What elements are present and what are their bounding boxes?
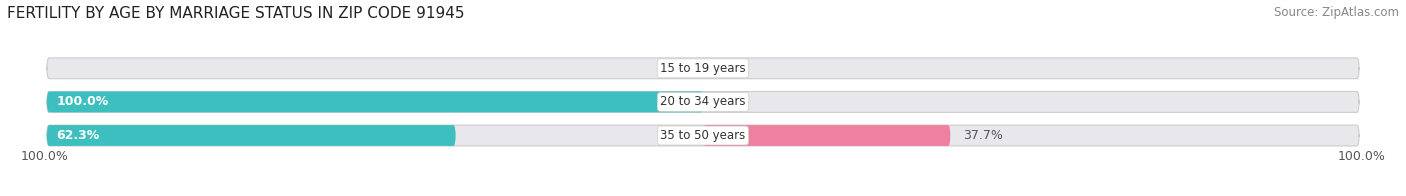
Text: 62.3%: 62.3% <box>56 129 100 142</box>
Text: 0.0%: 0.0% <box>658 62 690 75</box>
Text: 100.0%: 100.0% <box>1337 150 1385 163</box>
Text: 37.7%: 37.7% <box>963 129 1004 142</box>
Text: FERTILITY BY AGE BY MARRIAGE STATUS IN ZIP CODE 91945: FERTILITY BY AGE BY MARRIAGE STATUS IN Z… <box>7 6 464 21</box>
FancyBboxPatch shape <box>46 125 456 146</box>
FancyBboxPatch shape <box>46 58 1360 79</box>
Text: 0.0%: 0.0% <box>716 62 748 75</box>
Text: 20 to 34 years: 20 to 34 years <box>661 95 745 108</box>
FancyBboxPatch shape <box>46 125 1360 146</box>
Legend: Married, Unmarried: Married, Unmarried <box>613 193 793 196</box>
FancyBboxPatch shape <box>46 92 1360 112</box>
FancyBboxPatch shape <box>703 125 950 146</box>
Text: Source: ZipAtlas.com: Source: ZipAtlas.com <box>1274 6 1399 19</box>
FancyBboxPatch shape <box>46 92 703 112</box>
Text: 100.0%: 100.0% <box>56 95 108 108</box>
Text: 35 to 50 years: 35 to 50 years <box>661 129 745 142</box>
Text: 100.0%: 100.0% <box>21 150 69 163</box>
Text: 0.0%: 0.0% <box>716 95 748 108</box>
Text: 15 to 19 years: 15 to 19 years <box>661 62 745 75</box>
